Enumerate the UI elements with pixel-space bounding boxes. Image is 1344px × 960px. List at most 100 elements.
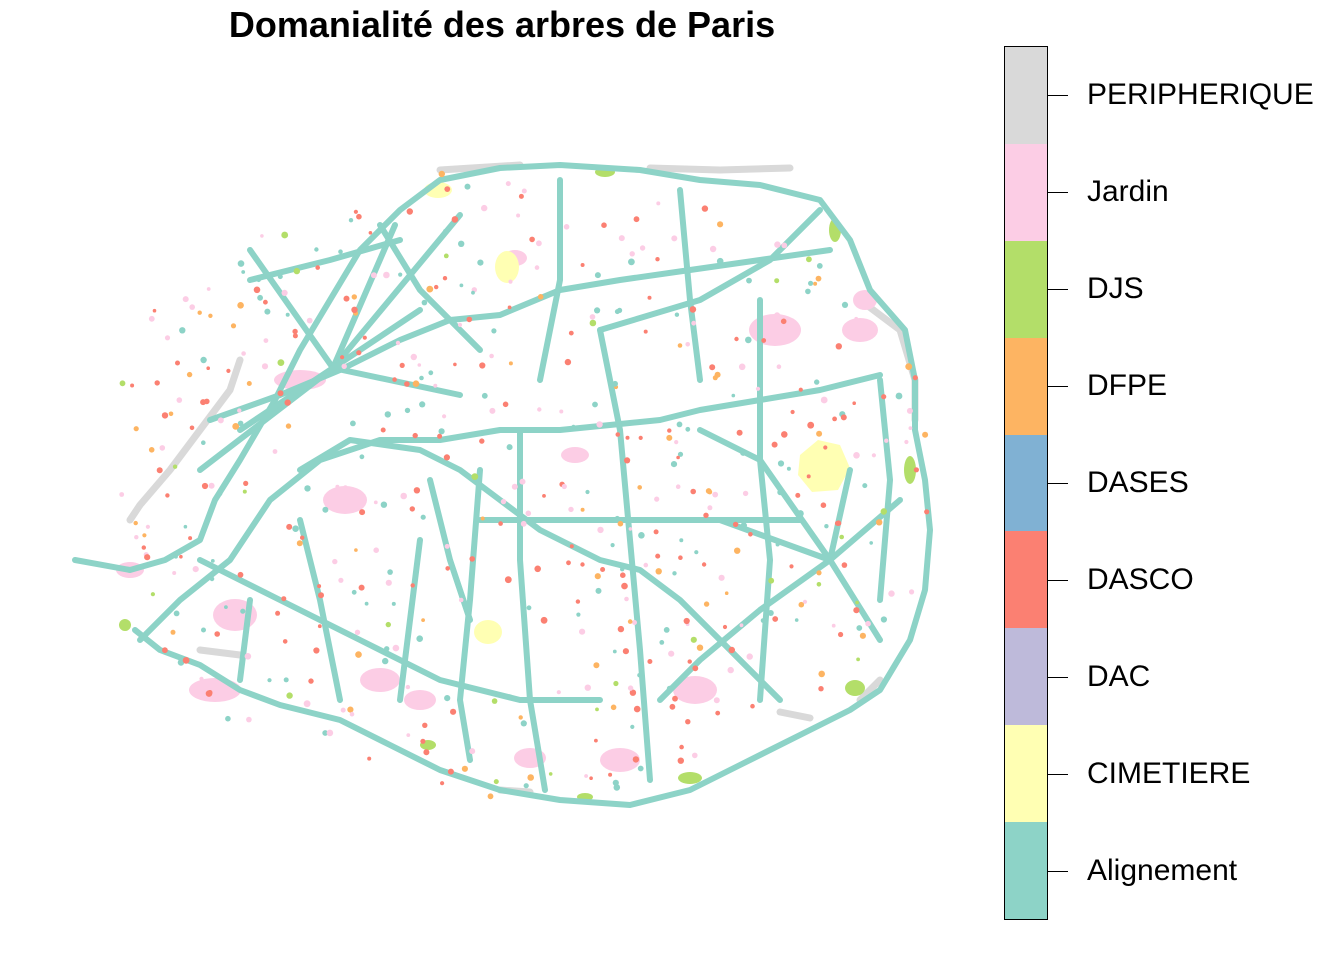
tree-dot [292,333,298,339]
tree-dot [283,677,289,683]
tree-dot [576,612,581,617]
tree-dot [192,566,199,573]
tree-dot [790,409,795,415]
tree-dot [534,265,540,270]
tree-dot [639,245,646,251]
tree-dot [839,534,844,540]
tree-dot [348,218,354,223]
tree-dot [338,249,343,254]
tree-dot [674,440,679,445]
tree-dot [306,317,313,324]
tree-dot [409,506,415,512]
tree-dot [142,533,147,538]
tree-dot [692,665,699,672]
tree-dot [526,605,532,611]
tree-dot [831,623,836,628]
tree-dot [164,335,171,341]
tree-dot [370,272,377,279]
tree-dot [529,236,535,243]
tree-dot [412,380,420,388]
tree-dot [659,640,665,645]
tree-dot [689,306,697,313]
tree-dot [322,730,329,736]
tree-dot [225,715,231,722]
tree-dot [144,554,151,561]
tree-dot [293,267,300,275]
tree-dot [507,694,513,700]
tree-dot [701,205,709,212]
tree-dot [595,707,599,712]
tree-dot [292,525,299,532]
tree-dot [709,245,717,253]
tree-dot [824,524,829,529]
tree-dot [189,425,195,431]
jardin-areas [116,250,878,772]
tree-dot [715,710,721,716]
tree-dot [579,628,586,635]
alignement-street [330,212,463,371]
tree-dot [385,579,392,586]
tree-dot [835,343,842,350]
tree-dot [459,283,464,288]
tree-dot [444,695,451,702]
tree-dot [186,371,193,378]
alignement-street [597,327,653,783]
tree-dot [612,649,617,654]
tree-dot [150,592,155,597]
tree-dot [771,441,778,448]
tree-dot [647,295,652,300]
tree-dot [353,209,358,214]
legend-tick [1048,385,1068,387]
tree-dot [612,380,618,387]
tree-dot [173,554,178,559]
tree-dot [317,624,322,629]
legend-label-dfpe: DFPE [1087,368,1168,402]
tree-dot [865,620,871,627]
legend-tick [1048,871,1068,873]
tree-dot [637,765,644,772]
tree-dot [905,363,913,370]
tree-dot [798,387,803,392]
tree-dot [904,439,909,445]
tree-dot [230,323,237,329]
tree-dot [413,487,421,494]
tree-dot [356,350,362,356]
alignement-street [297,517,343,703]
tree-dot [786,466,791,471]
tree-dot [350,420,356,427]
tree-dot [734,547,741,554]
tree-dot [884,438,889,443]
tree-dot [862,483,868,489]
tree-dot [447,768,454,775]
alignement-street [197,557,603,703]
tree-dot [243,480,249,486]
tree-dot [728,646,735,654]
tree-dot [257,294,263,301]
tree-dot [237,302,244,309]
tree-dot [479,438,485,444]
alignement-street [330,222,398,371]
tree-dot [210,559,215,563]
tree-dot [130,383,135,388]
alignement-street [677,187,703,383]
tree-dot [313,647,320,654]
tree-dot [241,270,246,274]
tree-dot [816,582,822,587]
jardin-area [404,690,436,710]
tree-dot [341,363,347,369]
tree-dot [165,493,170,498]
tree-dot [592,401,598,408]
tree-dot [852,401,856,406]
tree-dot [241,351,246,356]
tree-dot [433,383,438,388]
tree-dot [841,562,848,568]
tree-dot [707,505,713,511]
tree-dot [637,485,642,490]
cimetiere-area [798,440,850,492]
tree-dot [655,568,662,575]
tree-dot [798,601,805,608]
tree-dot [304,485,311,492]
tree-dot [913,467,920,473]
tree-dot [518,193,524,199]
tree-dot [559,409,564,414]
